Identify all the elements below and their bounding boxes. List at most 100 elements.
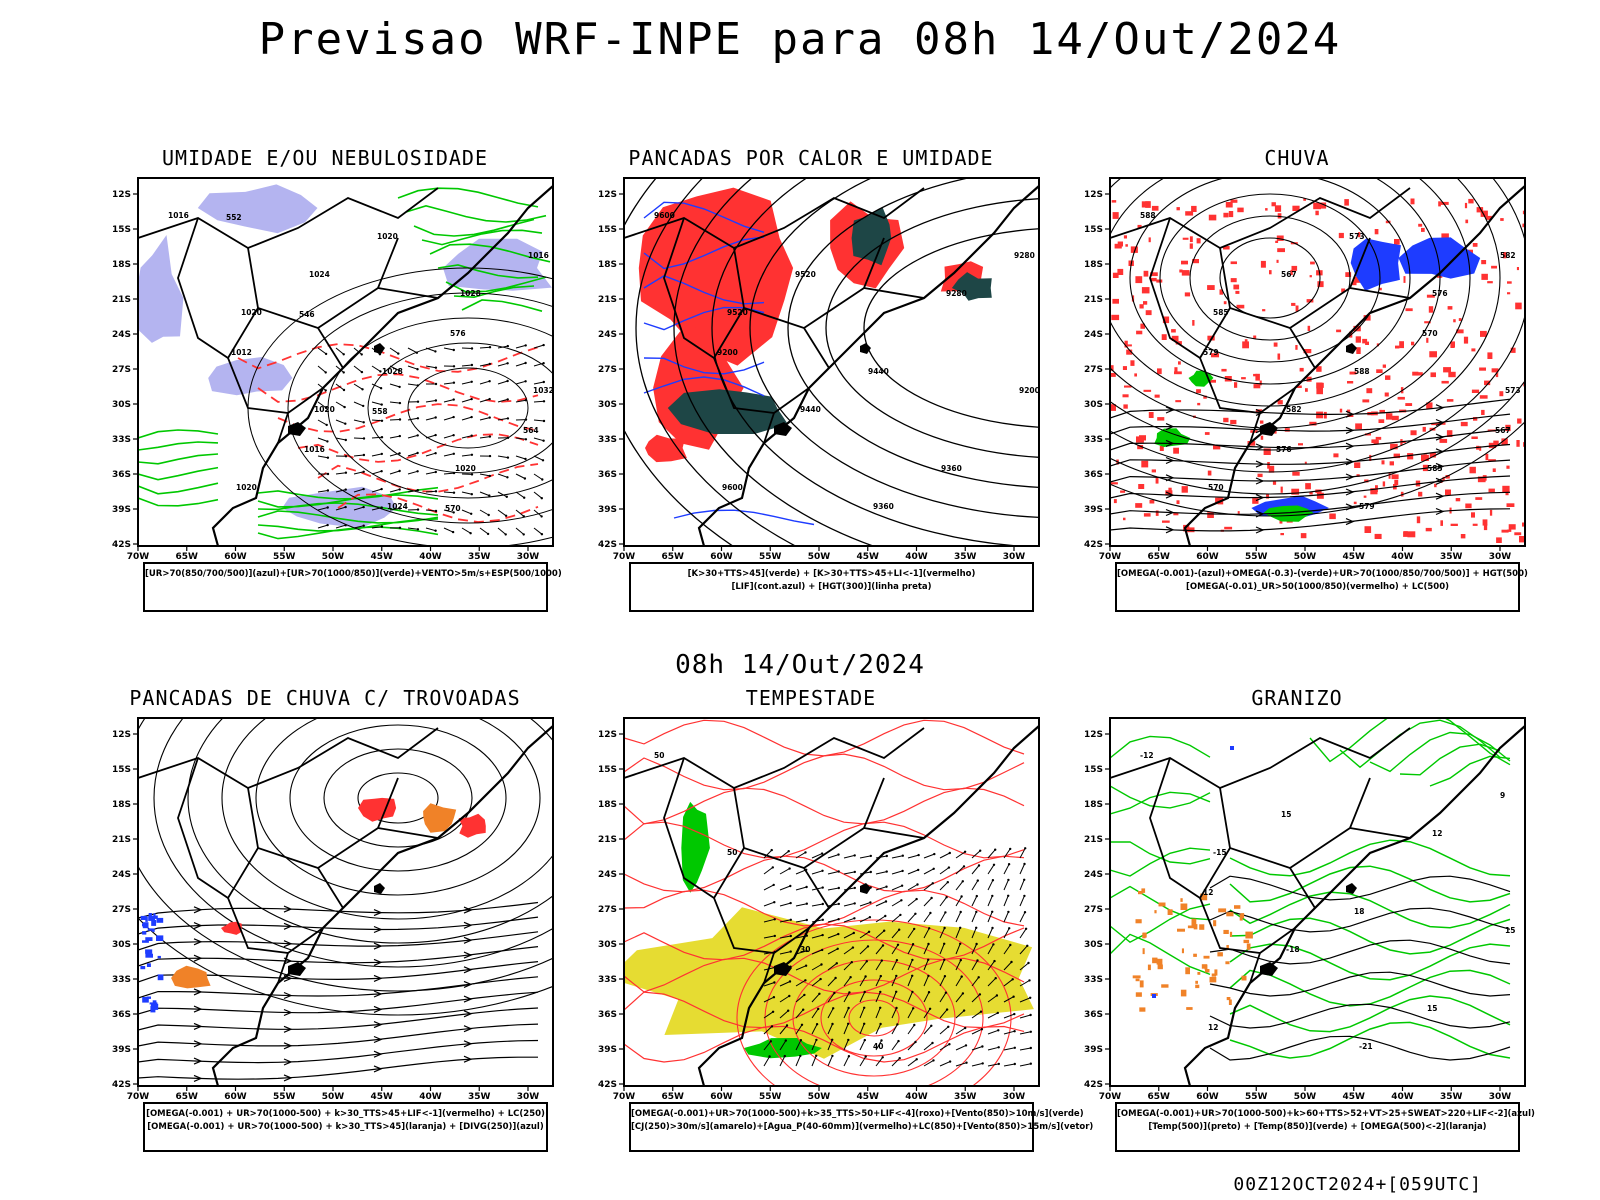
wind-vector-head xyxy=(398,507,402,510)
wind-vector-850-head xyxy=(1029,1062,1032,1065)
wind-vector-850 xyxy=(827,1039,833,1051)
map-layers: 5885855825795765735705675885855825795765… xyxy=(1110,178,1525,546)
rain-area xyxy=(1135,276,1143,284)
wind-vector-850-head xyxy=(821,918,824,921)
rain-area xyxy=(1440,201,1449,205)
rain-area xyxy=(1242,341,1249,349)
coastline xyxy=(1183,725,1525,1086)
wind-vector-850 xyxy=(779,1055,786,1067)
humidity-shade-upper xyxy=(138,235,184,343)
country-border xyxy=(1219,247,1316,369)
country-border xyxy=(377,827,439,839)
wind-vector-850-head xyxy=(912,1007,915,1010)
country-border xyxy=(226,847,289,954)
wind-vector xyxy=(461,491,472,495)
wind-vector-850-head xyxy=(879,1022,882,1026)
wind-vector xyxy=(479,527,489,535)
wind-vector-850-head xyxy=(865,960,868,963)
wind-vector xyxy=(533,400,545,403)
lat-label: 42S xyxy=(598,540,617,550)
wind-vector-850 xyxy=(1019,997,1031,1003)
wind-vector xyxy=(425,400,436,403)
wind-vector-850-head xyxy=(976,959,979,962)
streamline-arrow xyxy=(373,1005,383,1013)
wind-vector-850 xyxy=(859,946,869,955)
contour-label: 1020 xyxy=(455,464,476,473)
rain-area xyxy=(1488,459,1496,462)
wind-vector-850 xyxy=(907,1058,918,1067)
temp-500-contour xyxy=(1209,939,1511,965)
lat-label: 15S xyxy=(598,225,617,235)
streamline-arrow xyxy=(373,942,383,950)
wind-vector-850 xyxy=(955,911,962,923)
wind-vector-850-head xyxy=(850,961,853,964)
rain-area xyxy=(1299,367,1304,372)
streamline-arrow xyxy=(1255,477,1265,485)
rain-area xyxy=(1134,373,1137,377)
wind-vector xyxy=(425,490,437,493)
wind-vector-head xyxy=(523,477,527,480)
wind-vector-850 xyxy=(891,885,903,891)
wind-vector xyxy=(407,527,418,530)
temp-850-contour xyxy=(1110,933,1211,976)
wind-vector-head xyxy=(524,438,528,441)
wind-vector-850 xyxy=(795,903,807,907)
rain-area xyxy=(1496,537,1502,543)
rain-area xyxy=(1276,259,1279,263)
wind-vector-head xyxy=(360,353,363,356)
wind-vector xyxy=(533,344,544,349)
humidity-contour-low xyxy=(138,482,219,495)
omega-500-area xyxy=(1135,978,1140,982)
wind-vector-850 xyxy=(779,1010,789,1019)
streamline-arrow xyxy=(1345,473,1355,481)
wind-vector-850-head xyxy=(848,991,851,994)
wind-vector-850-head xyxy=(881,1056,884,1059)
rain-area xyxy=(1385,375,1391,380)
wind-vector-850-head xyxy=(863,1006,866,1009)
wind-vector-850-head xyxy=(898,928,901,931)
wind-vector-850-head xyxy=(837,932,840,936)
wind-vector-850 xyxy=(843,854,855,859)
wind-vector-850 xyxy=(843,1007,850,1019)
lat-label: 36S xyxy=(598,1010,617,1020)
wind-vector-head xyxy=(342,388,346,392)
wind-vector xyxy=(353,419,364,423)
wind-vector-850-head xyxy=(770,1025,774,1028)
streamline-arrow xyxy=(373,1050,383,1058)
wind-vector-850 xyxy=(795,869,807,875)
wind-vector-850 xyxy=(987,1012,999,1019)
wind-vector xyxy=(407,470,418,475)
wind-vector-850 xyxy=(763,866,774,875)
lat-label: 27S xyxy=(1084,905,1103,915)
map-frame xyxy=(623,177,1040,547)
wind-vector-850-head xyxy=(805,918,808,922)
wind-vector-850-head xyxy=(1009,943,1012,947)
wind-vector-850 xyxy=(811,1039,817,1051)
wind-vector-850-head xyxy=(1024,927,1028,930)
streamline-arrow xyxy=(283,1058,293,1066)
wind-vector-850 xyxy=(923,975,929,987)
rain-area xyxy=(1362,399,1370,403)
heat-humidity-area xyxy=(951,272,992,301)
rain-area xyxy=(1410,198,1415,205)
main-title: Previsao WRF-INPE para 08h 14/Out/2024 xyxy=(258,14,1342,65)
wind-vector-850-head xyxy=(996,1011,999,1015)
rain-area xyxy=(1488,488,1495,493)
lon-label: 30W xyxy=(1003,1092,1026,1102)
wind-vector-850 xyxy=(987,944,994,955)
lon-label: 30W xyxy=(517,552,540,562)
rain-area xyxy=(1305,483,1311,490)
pressure-isobar xyxy=(407,367,529,449)
wind-vector-850 xyxy=(987,879,994,891)
contour-label: 15 xyxy=(1281,810,1291,819)
wind-vector-850-head xyxy=(916,883,919,886)
wind-vector-head xyxy=(506,456,510,459)
rain-area xyxy=(1364,433,1371,436)
contour-label: 588 xyxy=(1354,367,1370,376)
wind-vector-850 xyxy=(859,1056,867,1067)
instability-area xyxy=(645,434,687,463)
wind-vector-head xyxy=(452,415,455,419)
cyclone-streamline xyxy=(848,999,900,1037)
rain-area xyxy=(1192,320,1195,326)
panel-tempestade: TEMPESTADE 50 50 30 40 12S 15S 18S 21S 24S 27S 30S 3… xyxy=(576,686,1093,1166)
